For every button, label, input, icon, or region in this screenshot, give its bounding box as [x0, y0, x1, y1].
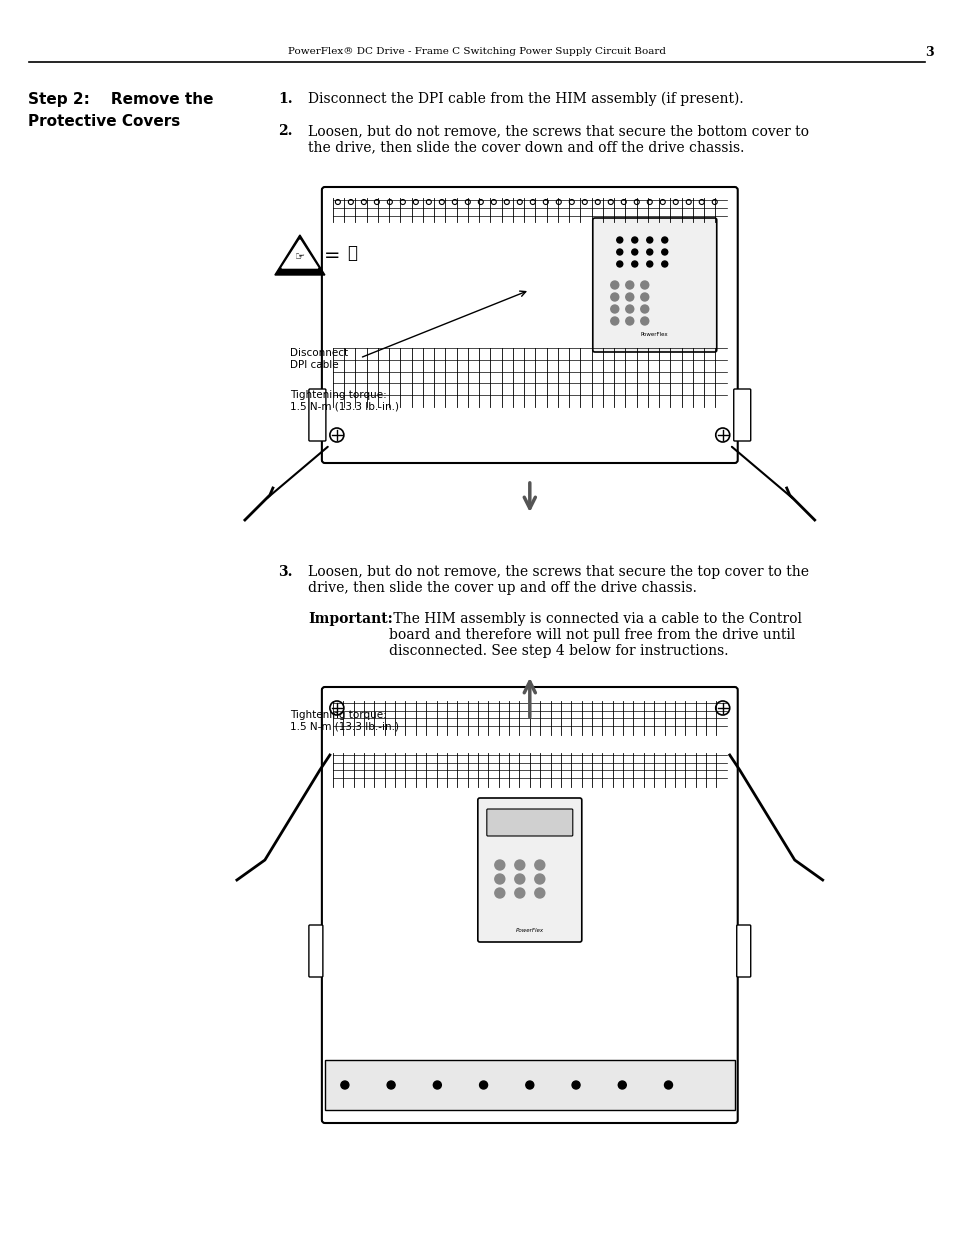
Circle shape [610, 293, 618, 301]
Circle shape [610, 305, 618, 312]
Circle shape [631, 249, 638, 254]
FancyBboxPatch shape [321, 186, 737, 463]
Text: Protective Covers: Protective Covers [28, 114, 180, 128]
Text: 🤚: 🤚 [347, 245, 356, 262]
Circle shape [646, 261, 652, 267]
Circle shape [661, 237, 667, 243]
Circle shape [661, 249, 667, 254]
Circle shape [610, 282, 618, 289]
Text: Tightening torque:
1.5 N-m (13.3 lb.-in.): Tightening torque: 1.5 N-m (13.3 lb.-in.… [290, 390, 398, 411]
Circle shape [495, 874, 504, 884]
Text: Step 2:    Remove the: Step 2: Remove the [28, 91, 213, 107]
FancyBboxPatch shape [309, 925, 322, 977]
Circle shape [631, 261, 638, 267]
Text: PowerFlex: PowerFlex [516, 927, 543, 932]
FancyBboxPatch shape [477, 798, 581, 942]
Circle shape [479, 1081, 487, 1089]
Circle shape [617, 237, 622, 243]
Circle shape [631, 237, 638, 243]
Text: 3.: 3. [277, 564, 292, 579]
Text: =: = [323, 246, 340, 264]
Circle shape [515, 874, 524, 884]
Circle shape [617, 261, 622, 267]
Circle shape [625, 317, 633, 325]
Polygon shape [281, 240, 317, 268]
Circle shape [495, 860, 504, 869]
Text: 1.: 1. [277, 91, 293, 106]
Circle shape [640, 317, 648, 325]
Text: Loosen, but do not remove, the screws that secure the top cover to the
drive, th: Loosen, but do not remove, the screws th… [308, 564, 808, 595]
FancyBboxPatch shape [309, 389, 326, 441]
FancyBboxPatch shape [733, 389, 750, 441]
Circle shape [535, 888, 544, 898]
Polygon shape [274, 235, 325, 275]
Circle shape [515, 860, 524, 869]
Circle shape [610, 317, 618, 325]
Text: ☞: ☞ [294, 252, 305, 262]
Circle shape [625, 282, 633, 289]
Circle shape [340, 1081, 349, 1089]
Circle shape [646, 237, 652, 243]
Circle shape [618, 1081, 625, 1089]
Circle shape [640, 282, 648, 289]
Text: The HIM assembly is connected via a cable to the Control
board and therefore wil: The HIM assembly is connected via a cabl… [389, 613, 801, 658]
Bar [325, 1060, 734, 1110]
Circle shape [495, 888, 504, 898]
Circle shape [433, 1081, 441, 1089]
FancyBboxPatch shape [321, 687, 737, 1123]
Circle shape [617, 249, 622, 254]
Text: Important:: Important: [308, 613, 393, 626]
Text: Tightening torque:
1.5 N-m (13.3 lb.-in.): Tightening torque: 1.5 N-m (13.3 lb.-in.… [290, 710, 398, 731]
FancyBboxPatch shape [486, 809, 572, 836]
Text: 3: 3 [924, 46, 933, 58]
Circle shape [515, 888, 524, 898]
Text: 2.: 2. [277, 124, 292, 138]
Text: PowerFlex® DC Drive - Frame C Switching Power Supply Circuit Board: PowerFlex® DC Drive - Frame C Switching … [288, 47, 665, 57]
Text: Loosen, but do not remove, the screws that secure the bottom cover to
the drive,: Loosen, but do not remove, the screws th… [308, 124, 808, 154]
FancyBboxPatch shape [592, 219, 716, 352]
Circle shape [661, 261, 667, 267]
Circle shape [625, 305, 633, 312]
Circle shape [664, 1081, 672, 1089]
Circle shape [572, 1081, 579, 1089]
Circle shape [535, 860, 544, 869]
Text: Disconnect the DPI cable from the HIM assembly (if present).: Disconnect the DPI cable from the HIM as… [308, 91, 742, 106]
FancyBboxPatch shape [736, 925, 750, 977]
Circle shape [640, 305, 648, 312]
Circle shape [535, 874, 544, 884]
Text: Disconnect
DPI cable: Disconnect DPI cable [290, 348, 348, 369]
Circle shape [525, 1081, 534, 1089]
Circle shape [640, 293, 648, 301]
Circle shape [646, 249, 652, 254]
Circle shape [625, 293, 633, 301]
Text: PowerFlex: PowerFlex [640, 332, 668, 337]
Circle shape [387, 1081, 395, 1089]
